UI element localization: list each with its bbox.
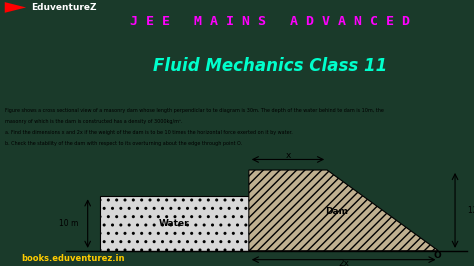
Text: O: O — [433, 251, 441, 260]
Text: books.eduventurez.in: books.eduventurez.in — [21, 254, 125, 263]
Text: Dam: Dam — [325, 207, 348, 216]
Text: 2x: 2x — [338, 259, 349, 266]
Text: a. Find the dimensions x and 2x if the weight of the dam is to be 10 times the h: a. Find the dimensions x and 2x if the w… — [5, 130, 292, 135]
Polygon shape — [249, 170, 438, 251]
Text: J E E   M A I N S   A D V A N C E D: J E E M A I N S A D V A N C E D — [130, 15, 410, 28]
Text: Fluid Mechanics Class 11: Fluid Mechanics Class 11 — [153, 57, 387, 75]
Polygon shape — [100, 196, 249, 251]
Text: x: x — [285, 151, 291, 160]
Text: masonry of which is the dam is constructed has a density of 3000kg/m³.: masonry of which is the dam is construct… — [5, 119, 182, 124]
Text: Figure shows a cross sectional view of a masonry dam whose length perpendiclar t: Figure shows a cross sectional view of a… — [5, 109, 383, 113]
Text: 10 m: 10 m — [59, 219, 78, 228]
Text: b. Check the stability of the dam with respect to its overturning about the edge: b. Check the stability of the dam with r… — [5, 141, 242, 146]
Polygon shape — [5, 2, 26, 13]
Text: Water: Water — [159, 219, 189, 228]
Text: 12 m: 12 m — [468, 206, 474, 215]
Text: EduventureZ: EduventureZ — [31, 3, 96, 12]
